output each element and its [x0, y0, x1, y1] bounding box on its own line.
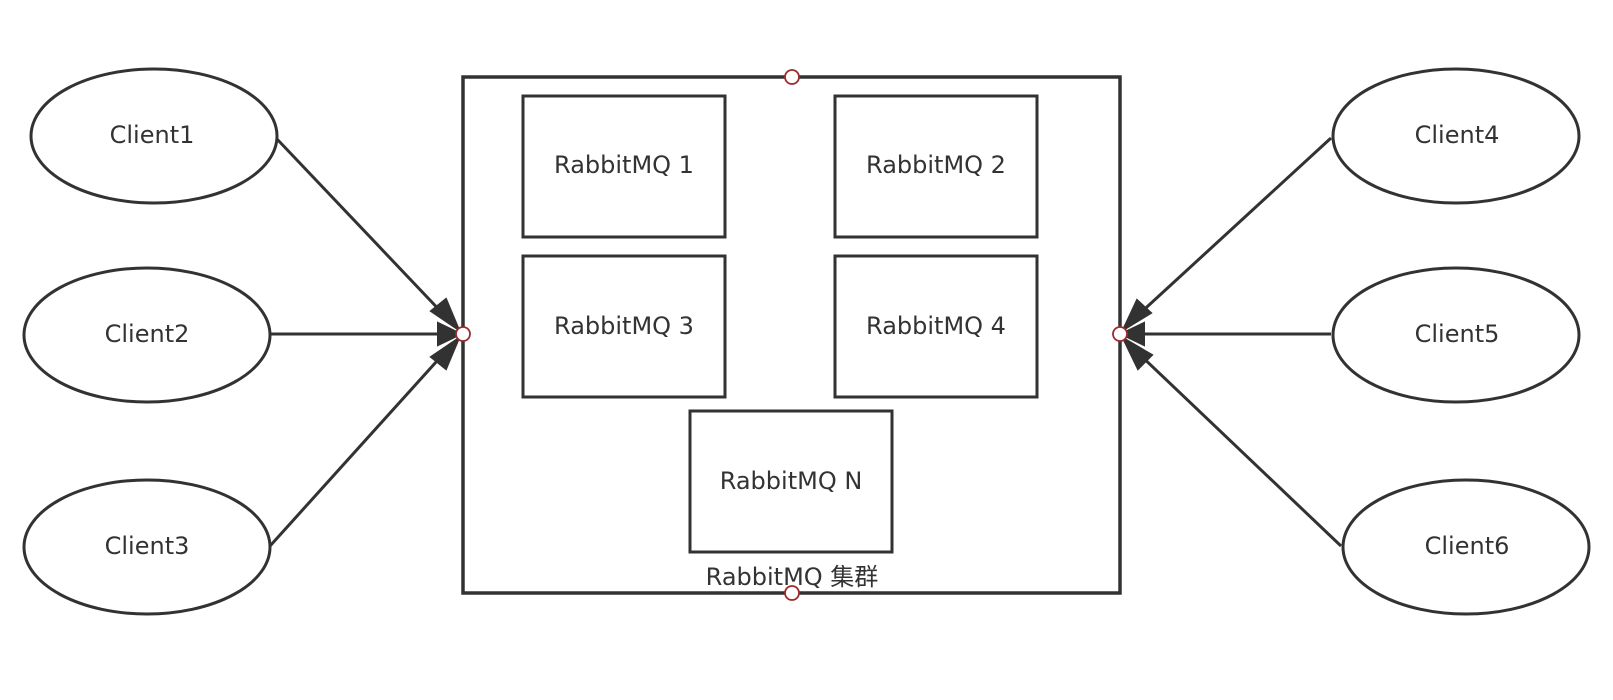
client-label: Client3: [105, 532, 190, 560]
client-client3[interactable]: Client3: [22, 478, 272, 616]
client-label: Client2: [105, 320, 190, 348]
edge-client1-cluster: [274, 136, 448, 319]
anchor-point-left[interactable]: [455, 326, 471, 342]
client-label: Client6: [1425, 532, 1510, 560]
arrowhead-client4: [1120, 298, 1153, 333]
anchor-point-top[interactable]: [784, 69, 800, 85]
client-client5[interactable]: Client5: [1331, 266, 1581, 404]
rabbitmq-nodes: RabbitMQ 1 RabbitMQ 2 RabbitMQ 3 RabbitM…: [521, 94, 1039, 554]
client-client6[interactable]: Client6: [1341, 478, 1591, 616]
arrowhead-client1: [429, 297, 462, 333]
client-label: Client4: [1415, 121, 1500, 149]
node-rabbitmq-4[interactable]: RabbitMQ 4: [833, 254, 1039, 399]
client-label: Client1: [110, 121, 195, 149]
node-rabbitmq-3[interactable]: RabbitMQ 3: [521, 254, 727, 399]
arrowhead-client2: [437, 321, 464, 347]
edge-client3-cluster: [268, 349, 448, 548]
client-client2[interactable]: Client2: [22, 266, 272, 404]
arrowheads: [429, 297, 1154, 371]
arrowhead-client6: [1120, 335, 1154, 371]
client-label: Client5: [1415, 320, 1500, 348]
client-client1[interactable]: Client1: [29, 67, 279, 205]
node-label: RabbitMQ N: [720, 467, 863, 495]
edges: [268, 136, 1343, 548]
arrowhead-client5: [1118, 321, 1145, 347]
node-label: RabbitMQ 1: [554, 151, 694, 179]
anchor-point-right[interactable]: [1112, 326, 1128, 342]
node-rabbitmq-2[interactable]: RabbitMQ 2: [833, 94, 1039, 239]
clients: Client1 Client2 Client3 Client4 Client5 …: [22, 67, 1591, 616]
anchor-points: [455, 69, 1128, 601]
node-label: RabbitMQ 2: [866, 151, 1006, 179]
edge-client4-cluster: [1134, 136, 1333, 319]
node-rabbitmq-n[interactable]: RabbitMQ N: [688, 409, 894, 554]
edge-client6-cluster: [1134, 349, 1343, 548]
client-client4[interactable]: Client4: [1331, 67, 1581, 205]
node-label: RabbitMQ 3: [554, 312, 694, 340]
node-rabbitmq-1[interactable]: RabbitMQ 1: [521, 94, 727, 239]
node-label: RabbitMQ 4: [866, 312, 1006, 340]
anchor-point-bottom[interactable]: [784, 585, 800, 601]
arrowhead-client3: [429, 335, 462, 371]
